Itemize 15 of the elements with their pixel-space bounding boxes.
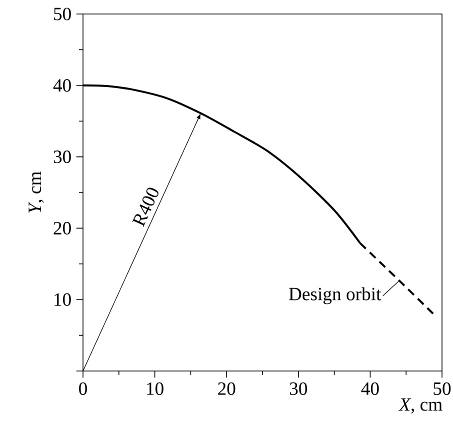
y-tick-label: 20 [54, 222, 71, 235]
x-tick-label: 20 [218, 382, 236, 395]
x-tick-label: 30 [290, 382, 308, 395]
x-tick-label: 10 [147, 382, 164, 395]
y-tick-label: 50 [54, 8, 71, 20]
x-tick-label: 40 [361, 382, 379, 395]
annotation: Design orbit [288, 287, 382, 304]
x-tick-label: 50 [434, 382, 451, 395]
x-tick-label: 0 [79, 382, 87, 395]
y-axis-title: Y, cm [28, 172, 44, 213]
x-axis-title: X, cm [398, 398, 442, 414]
y-tick-label: 10 [54, 293, 71, 306]
y-tick-label: 40 [53, 79, 71, 92]
annotation: R400 [132, 188, 158, 227]
y-tick-label: 30 [54, 150, 71, 164]
